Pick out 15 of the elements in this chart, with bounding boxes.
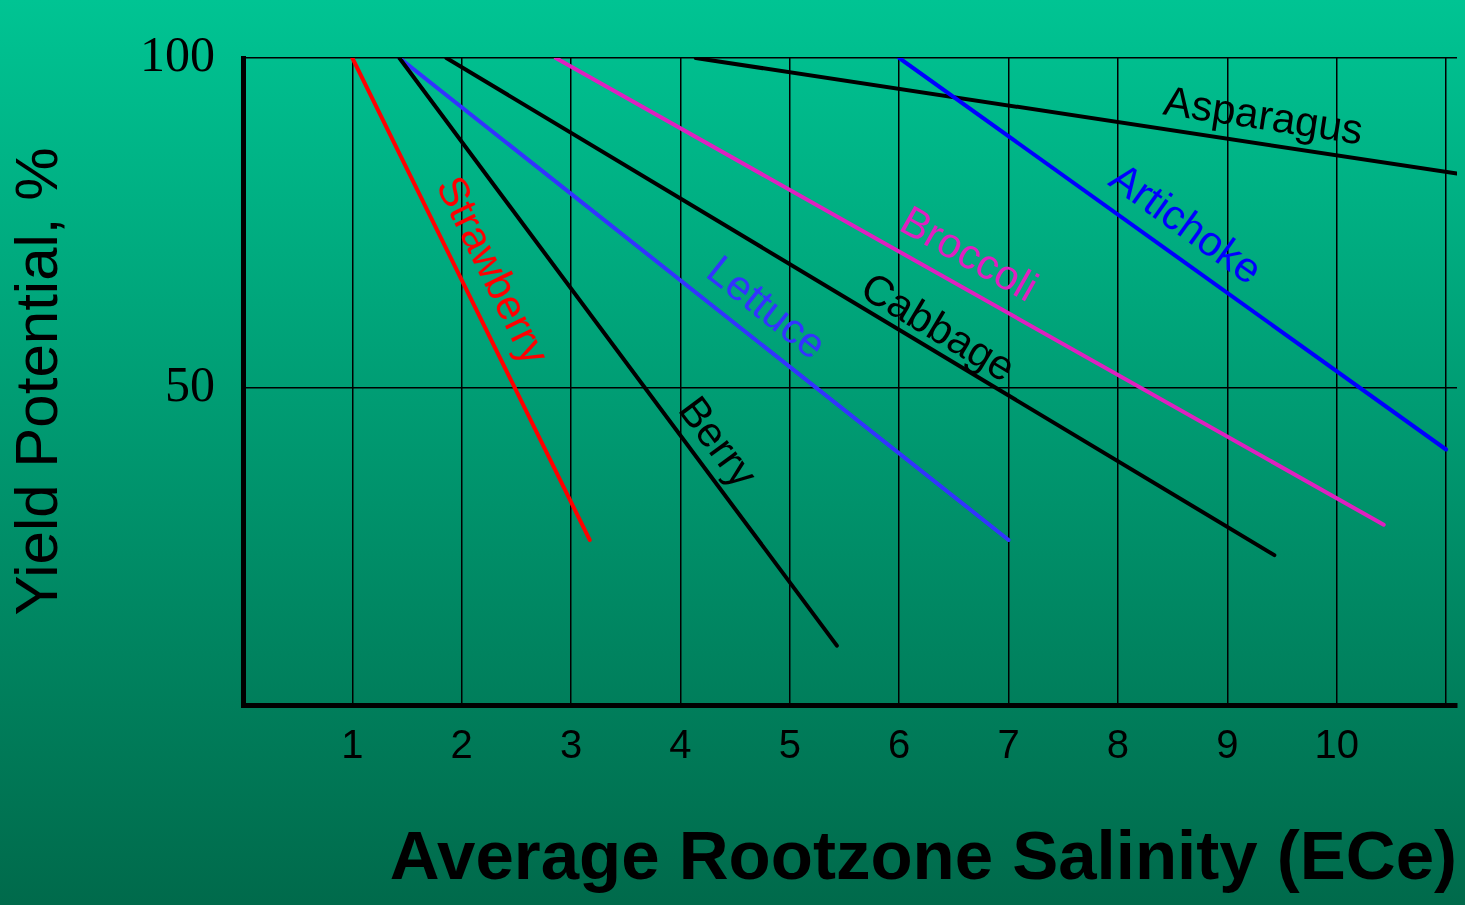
x-tick-label: 4 — [669, 722, 692, 767]
x-tick-label: 9 — [1216, 722, 1239, 767]
x-tick-label: 6 — [888, 722, 911, 767]
text: Asparagus — [1160, 76, 1367, 154]
x-tick-label: 8 — [1106, 722, 1130, 767]
x-tick-label: 1 — [341, 722, 364, 767]
x-tick-label: 7 — [997, 722, 1020, 767]
x-tick-label: 5 — [778, 722, 801, 767]
x-tick-label: 2 — [450, 722, 473, 767]
x-tick-label: 10 — [1314, 722, 1359, 767]
y-axis-title: Yield Potential, % — [2, 147, 70, 616]
x-axis-title: Average Rootzone Salinity (ECe) — [389, 816, 1457, 894]
y-tick-label: 50 — [165, 356, 215, 413]
x-tick-label: 3 — [559, 722, 583, 767]
y-tick-label: 100 — [140, 26, 215, 83]
